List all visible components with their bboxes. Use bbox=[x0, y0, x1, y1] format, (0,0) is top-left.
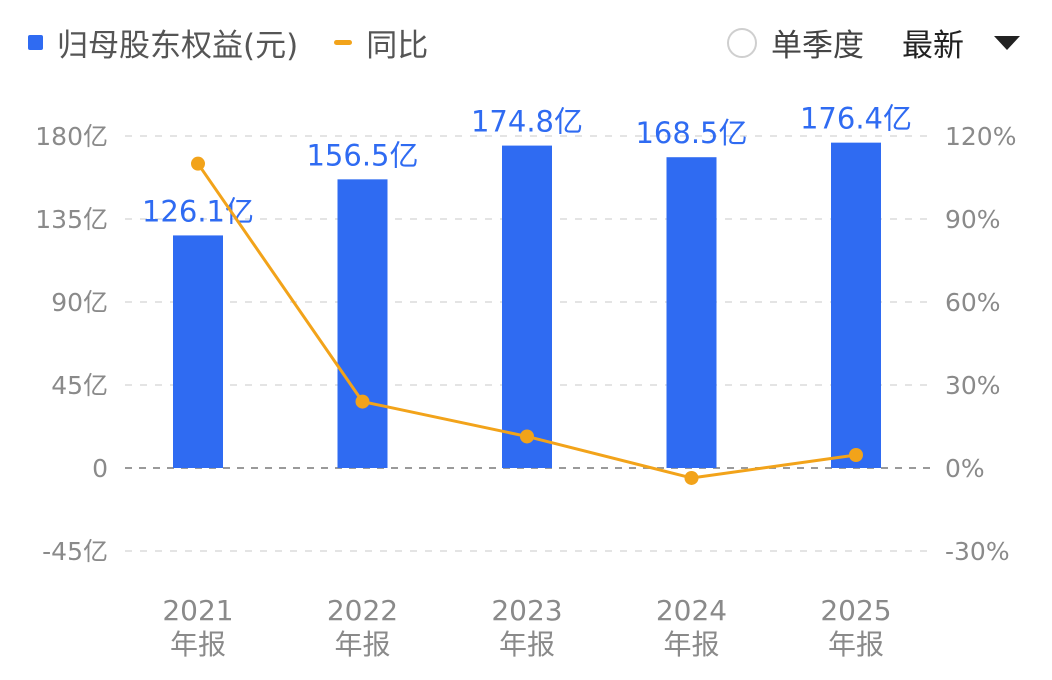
left-axis-tick-label: 135亿 bbox=[35, 205, 108, 234]
x-axis-suffix-label: 年报 bbox=[828, 628, 884, 661]
x-axis-year-label: 2022 bbox=[327, 594, 398, 627]
single-quarter-radio[interactable] bbox=[727, 27, 757, 58]
chevron-down-icon[interactable] bbox=[994, 35, 1020, 50]
right-axis-tick-label: 0% bbox=[945, 454, 985, 483]
x-axis-year-label: 2024 bbox=[656, 594, 727, 627]
bar bbox=[831, 142, 881, 468]
yoy-point bbox=[355, 394, 370, 409]
x-axis-suffix-label: 年报 bbox=[334, 628, 390, 661]
legend-line-swatch bbox=[334, 40, 353, 45]
legend-bar-label: 归母股东权益(元) bbox=[57, 28, 299, 64]
single-quarter-label[interactable]: 单季度 bbox=[771, 28, 864, 64]
right-axis-tick-label: 30% bbox=[945, 371, 1001, 400]
yoy-point bbox=[684, 470, 699, 485]
bar-value-label: 174.8亿 bbox=[471, 105, 583, 139]
left-axis-tick-label: 0 bbox=[92, 454, 108, 483]
period-select-value[interactable]: 最新 bbox=[902, 28, 964, 64]
bar bbox=[337, 179, 388, 468]
yoy-point bbox=[191, 156, 205, 171]
bar-value-label: 156.5亿 bbox=[306, 138, 418, 172]
chart-controls: 单季度 最新 bbox=[727, 20, 1020, 65]
bar-value-label: 126.1亿 bbox=[142, 194, 254, 228]
bar bbox=[173, 235, 223, 468]
yoy-point bbox=[520, 429, 534, 444]
bar bbox=[502, 145, 552, 468]
right-axis-tick-label: 120% bbox=[945, 122, 1016, 151]
right-axis-tick-label: -30% bbox=[945, 537, 1010, 566]
bar-value-label: 168.5亿 bbox=[635, 116, 747, 150]
left-axis-tick-label: 180亿 bbox=[35, 122, 108, 151]
x-axis-suffix-label: 年报 bbox=[170, 628, 226, 661]
left-axis-tick-label: -45亿 bbox=[42, 537, 108, 566]
bar-value-label: 176.4亿 bbox=[800, 102, 912, 136]
yoy-point bbox=[849, 447, 863, 462]
right-axis-tick-label: 60% bbox=[945, 288, 1001, 317]
period-select[interactable]: 最新 bbox=[902, 20, 1020, 65]
legend: 归母股东权益(元) 同比 bbox=[28, 20, 428, 65]
right-axis-tick-label: 90% bbox=[945, 205, 1001, 234]
left-axis-tick-label: 90亿 bbox=[51, 288, 108, 317]
legend-line-label: 同比 bbox=[366, 28, 429, 64]
x-axis-suffix-label: 年报 bbox=[499, 628, 555, 661]
x-axis-year-label: 2025 bbox=[820, 594, 891, 627]
x-axis-year-label: 2023 bbox=[491, 594, 562, 627]
x-axis-year-label: 2021 bbox=[162, 594, 233, 627]
bar bbox=[666, 157, 717, 468]
legend-bar-swatch bbox=[28, 35, 43, 50]
left-axis-tick-label: 45亿 bbox=[51, 371, 108, 400]
x-axis-suffix-label: 年报 bbox=[663, 628, 719, 661]
